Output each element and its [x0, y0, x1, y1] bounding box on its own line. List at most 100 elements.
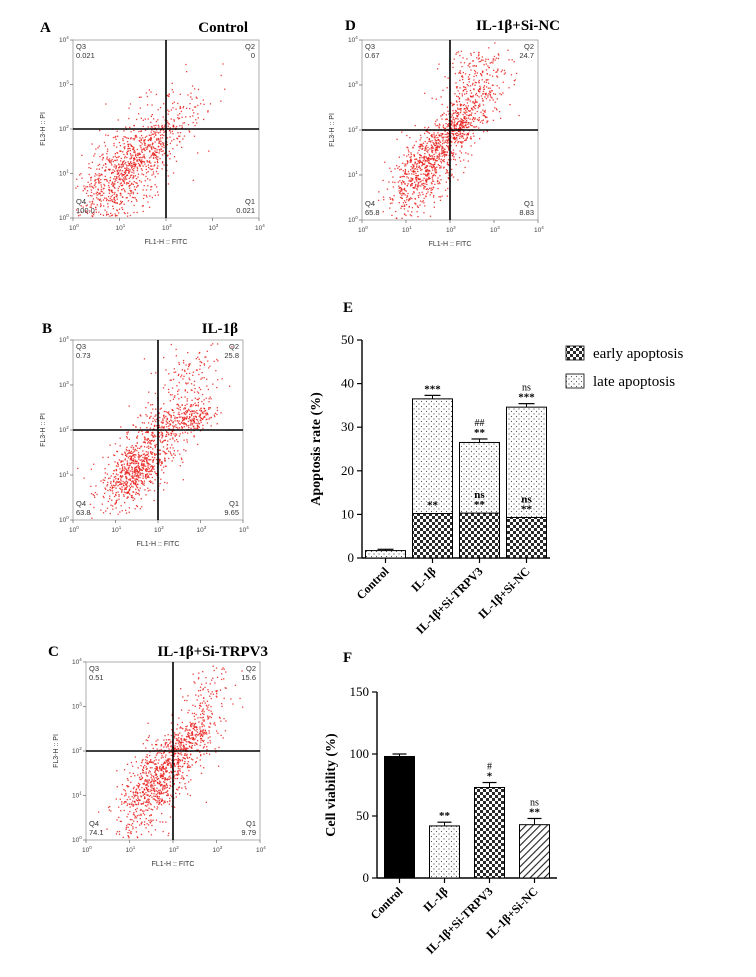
event-dot: [454, 127, 456, 130]
event-dot: [154, 161, 156, 163]
event-dot: [143, 465, 145, 468]
event-dot: [158, 152, 160, 154]
event-dot: [429, 170, 431, 172]
event-dot: [190, 404, 192, 406]
event-dot: [136, 821, 138, 823]
event-dot: [172, 409, 174, 411]
event-dot: [151, 796, 153, 798]
event-dot: [424, 183, 426, 185]
event-dot: [81, 154, 83, 156]
event-dot: [124, 502, 126, 504]
event-dot: [422, 182, 425, 184]
event-dot: [186, 372, 188, 375]
event-dot: [126, 182, 128, 184]
event-dot: [453, 137, 456, 139]
event-dot: [165, 778, 167, 780]
event-dot: [153, 778, 155, 780]
event-dot: [418, 196, 420, 199]
event-dot: [133, 820, 135, 822]
event-dot: [91, 203, 93, 205]
event-dot: [474, 71, 477, 73]
event-dot: [212, 343, 214, 345]
event-dot: [492, 60, 494, 62]
event-dot: [131, 467, 133, 469]
event-dot: [199, 686, 202, 688]
event-dot: [146, 172, 148, 174]
event-dot: [193, 715, 195, 717]
event-dot: [118, 167, 120, 169]
event-dot: [181, 125, 183, 127]
event-dot: [132, 177, 134, 179]
event-dot: [175, 749, 177, 751]
event-dot: [176, 723, 179, 726]
event-dot: [163, 774, 165, 776]
event-dot: [129, 184, 131, 186]
event-dot: [146, 763, 148, 765]
event-dot: [478, 61, 480, 63]
event-dot: [115, 484, 117, 486]
event-dot: [131, 822, 134, 825]
event-dot: [130, 190, 132, 193]
event-dot: [186, 774, 188, 777]
event-dot: [439, 144, 442, 146]
event-dot: [191, 731, 193, 734]
event-dot: [99, 156, 101, 158]
event-dot: [157, 793, 159, 795]
event-dot: [168, 412, 170, 414]
event-dot: [142, 148, 144, 150]
event-dot: [191, 399, 193, 401]
event-dot: [130, 458, 132, 460]
event-dot: [459, 120, 461, 122]
event-dot: [116, 198, 118, 200]
event-dot: [409, 137, 411, 139]
event-dot: [434, 175, 436, 177]
event-dot: [451, 168, 453, 171]
event-dot: [124, 163, 126, 165]
x-tick-base: 10: [154, 527, 162, 534]
event-dot: [402, 170, 404, 172]
event-dot: [139, 164, 141, 166]
y-tick-exponent: 4: [66, 335, 69, 340]
event-dot: [475, 75, 478, 77]
event-dot: [170, 415, 172, 417]
event-dot: [133, 149, 135, 151]
event-dot: [148, 761, 151, 763]
event-dot: [439, 124, 441, 126]
event-dot: [147, 462, 149, 464]
event-dot: [155, 763, 157, 765]
event-dot: [188, 130, 190, 132]
event-dot: [210, 693, 212, 695]
event-dot: [200, 754, 202, 756]
event-dot: [130, 458, 133, 460]
event-dot: [143, 154, 145, 156]
event-dot: [125, 161, 127, 164]
event-dot: [113, 201, 115, 204]
event-dot: [94, 179, 96, 181]
event-dot: [493, 55, 496, 58]
event-dot: [178, 769, 180, 772]
event-dot: [89, 210, 91, 212]
event-dot: [163, 781, 165, 783]
event-dot: [475, 94, 477, 96]
event-dot: [131, 470, 133, 473]
event-dot: [177, 760, 179, 762]
event-dot: [144, 118, 146, 120]
event-dot: [425, 146, 427, 148]
event-dot: [181, 727, 183, 729]
event-dot: [126, 433, 128, 435]
x-tick-exponent: 2: [176, 845, 179, 850]
event-dot: [464, 108, 466, 110]
event-dot: [430, 189, 432, 191]
event-dot: [171, 795, 173, 798]
event-dot: [466, 136, 468, 138]
event-dot: [400, 168, 402, 170]
event-dot: [124, 175, 126, 178]
event-dot: [120, 478, 122, 480]
event-dot: [177, 374, 180, 376]
event-dot: [414, 163, 416, 165]
event-dot: [141, 481, 143, 483]
event-dot: [406, 160, 409, 162]
event-dot: [156, 774, 158, 776]
event-dot: [410, 215, 413, 217]
event-dot: [202, 735, 204, 738]
